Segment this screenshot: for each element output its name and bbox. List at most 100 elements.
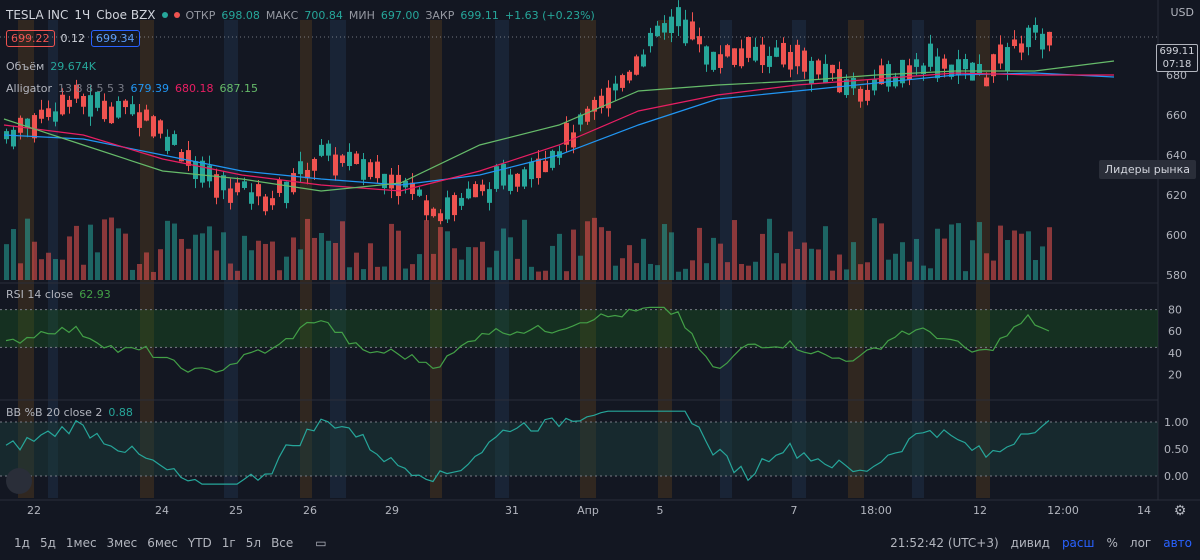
volume-bar xyxy=(725,262,730,280)
volume-bar xyxy=(676,271,681,280)
percent-toggle[interactable]: % xyxy=(1106,536,1118,550)
session-stripe xyxy=(224,20,238,498)
candle-body xyxy=(193,161,198,180)
candle-body xyxy=(1026,27,1031,48)
candle-body xyxy=(74,84,79,99)
time-tick: 7 xyxy=(791,504,798,517)
currency-label[interactable]: USD xyxy=(1170,6,1194,19)
market-leaders-badge[interactable]: Лидеры рынка xyxy=(1098,160,1196,179)
time-tick: 25 xyxy=(229,504,243,517)
candle-body xyxy=(67,99,72,107)
auto-toggle[interactable]: авто xyxy=(1163,536,1192,550)
bb-legend[interactable]: BB %B 20 close 2 0.88 xyxy=(6,406,133,419)
volume-bar xyxy=(634,263,639,280)
candle-body xyxy=(760,44,765,66)
candle-body xyxy=(60,94,65,115)
volume-bar xyxy=(697,227,702,280)
candle-body xyxy=(375,161,380,179)
candle-body xyxy=(522,169,527,187)
price-tick: 620 xyxy=(1166,189,1187,202)
interval-label[interactable]: 1Ч xyxy=(74,8,91,22)
candle-body xyxy=(32,115,37,139)
candle-body xyxy=(788,51,793,70)
volume-bar xyxy=(907,261,912,280)
volume-bar xyxy=(291,237,296,280)
candle-body xyxy=(858,88,863,102)
volume-bar xyxy=(431,253,436,280)
timeframe-1d[interactable]: 1д xyxy=(14,536,30,550)
candle-body xyxy=(508,174,513,191)
volume-bar xyxy=(368,243,373,280)
timeframe-6m[interactable]: 6мес xyxy=(147,536,178,550)
volume-bar xyxy=(1047,227,1052,280)
date-range-icon[interactable]: ▭ xyxy=(315,536,327,550)
candle-body xyxy=(1012,39,1017,47)
volume-bar xyxy=(193,234,198,280)
candle-body xyxy=(802,50,807,72)
candle-body xyxy=(151,116,156,137)
timeframe-all[interactable]: Все xyxy=(271,536,294,550)
volume-bar xyxy=(760,233,765,280)
volume-bar xyxy=(816,249,821,280)
volume-bar xyxy=(473,247,478,280)
bottom-right-controls: 21:52:42 (UTC+3) дивид расш % лог авто xyxy=(890,526,1200,560)
clock-display[interactable]: 21:52:42 (UTC+3) xyxy=(890,536,999,550)
low-value: 697.00 xyxy=(380,8,420,22)
time-tick: 14 xyxy=(1137,504,1151,517)
extended-hours-toggle[interactable]: расш xyxy=(1061,536,1095,550)
candle-body xyxy=(830,64,835,74)
timeframe-1m[interactable]: 1мес xyxy=(65,536,97,550)
volume-bar xyxy=(795,248,800,280)
timeframe-ytd[interactable]: YTD xyxy=(187,536,212,550)
candle-body xyxy=(711,51,716,70)
candle-body xyxy=(536,158,541,179)
timeframe-1y[interactable]: 1г xyxy=(221,536,236,550)
volume-legend[interactable]: Объём 29.674K xyxy=(6,60,96,73)
ask-price[interactable]: 699.34 xyxy=(91,30,140,47)
volume-bar xyxy=(403,268,408,280)
volume-bar xyxy=(60,259,65,280)
volume-bar xyxy=(858,264,863,280)
settings-gear-icon: ⚙ xyxy=(1174,503,1187,519)
candle-body xyxy=(809,60,814,84)
candle-body xyxy=(935,56,940,79)
candle-body xyxy=(25,118,30,128)
rsi-tick: 20 xyxy=(1168,368,1182,381)
volume-bar xyxy=(480,241,485,280)
bid-price[interactable]: 699.22 xyxy=(6,30,55,47)
candle-body xyxy=(928,43,933,67)
timeframe-5d[interactable]: 5д xyxy=(39,536,56,550)
candle-body xyxy=(963,59,968,70)
time-tick: 31 xyxy=(505,504,519,517)
timeframe-3m[interactable]: 3мес xyxy=(106,536,138,550)
volume-bar xyxy=(627,245,632,280)
candle-body xyxy=(718,54,723,68)
volume-bar xyxy=(732,220,737,280)
timeframe-5y[interactable]: 5л xyxy=(245,536,262,550)
volume-value: 29.674K xyxy=(50,60,96,73)
dividends-toggle[interactable]: дивид xyxy=(1010,536,1050,550)
alligator-legend[interactable]: Alligator 13 8 8 5 5 3 679.39 680.18 687… xyxy=(6,82,258,95)
volume-bar xyxy=(277,270,282,280)
candle-body xyxy=(11,129,16,147)
candle-body xyxy=(368,162,373,177)
volume-bar xyxy=(753,261,758,280)
candle-body xyxy=(312,158,317,171)
symbol-name[interactable]: TESLA INC xyxy=(6,8,69,22)
candle-body xyxy=(550,150,555,168)
volume-bar xyxy=(998,225,1003,280)
log-toggle[interactable]: лог xyxy=(1129,536,1152,550)
candle-body xyxy=(270,198,275,206)
candle-body xyxy=(872,79,877,91)
volume-bar xyxy=(242,235,247,280)
exchange-label: Cboe BZX xyxy=(96,8,156,22)
volume-bar xyxy=(256,240,261,280)
candle-body xyxy=(109,106,114,124)
rsi-legend[interactable]: RSI 14 close 62.93 xyxy=(6,288,111,301)
bb-line xyxy=(5,410,1050,485)
timeframe-bar: 1д 5д 1мес 3мес 6мес YTD 1г 5л Все ▭ xyxy=(0,526,1200,560)
tradingview-logo-icon[interactable] xyxy=(6,468,32,494)
candle-body xyxy=(704,46,709,65)
symbol-header[interactable]: TESLA INC 1Ч Cboe BZX ОТКР 698.08 МАКС 700… xyxy=(6,6,595,24)
